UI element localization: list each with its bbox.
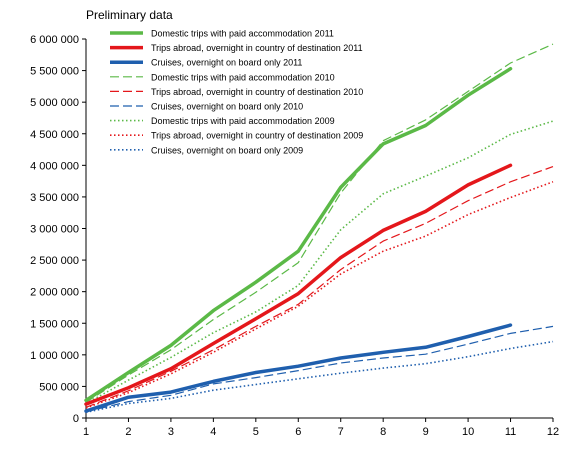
legend-label-1: Domestic trips with paid accommodation 2… (151, 29, 334, 39)
x-tick-label: 11 (505, 426, 516, 438)
y-tick-label: 3 500 000 (30, 192, 79, 204)
legend-label-3: Cruises, overnight on board only 2011 (151, 58, 302, 68)
x-tick-label: 6 (295, 426, 301, 438)
legend-label-4: Domestic trips with paid accommodation 2… (151, 72, 335, 82)
y-tick-label: 5 000 000 (30, 97, 79, 109)
series-line-5 (85, 166, 554, 408)
y-tick-label: 1 000 000 (30, 350, 79, 362)
preliminary-data-note: Preliminary data (86, 8, 173, 22)
legend-label-8: Trips abroad, overnight in country of de… (151, 131, 363, 141)
x-tick-label: 7 (338, 426, 344, 438)
legend-label-2: Trips abroad, overnight in country of de… (151, 43, 363, 53)
x-tick-label: 3 (168, 426, 174, 438)
y-tick-label: 5 500 000 (30, 66, 79, 78)
x-tick-label: 4 (210, 426, 216, 438)
series-line-9 (85, 340, 554, 414)
y-tick-label: 4 000 000 (30, 160, 79, 172)
y-tick-label: 2 000 000 (30, 287, 79, 299)
y-tick-label: 6 000 000 (30, 34, 79, 46)
y-tick-label: 500 000 (39, 381, 79, 393)
x-tick-label: 8 (380, 426, 386, 438)
series-line-1 (84, 66, 513, 403)
y-tick-label: 2 500 000 (30, 255, 79, 267)
y-tick-label: 4 500 000 (30, 129, 79, 141)
series-line-2 (84, 163, 513, 406)
series-line-3 (84, 323, 513, 413)
y-tick-label: 1 500 000 (30, 318, 79, 330)
x-tick-label: 10 (462, 426, 474, 438)
series-line-7 (85, 120, 554, 405)
x-tick-label: 1 (83, 426, 89, 438)
y-tick-label: 3 000 000 (30, 224, 79, 236)
legend-label-6: Cruises, overnight on board only 2010 (151, 102, 303, 112)
x-tick-label: 9 (423, 426, 429, 438)
legend-label-7: Domestic trips with paid accommodation 2… (151, 116, 335, 126)
x-tick-label: 5 (253, 426, 259, 438)
legend-label-5: Trips abroad, overnight in country of de… (151, 87, 363, 97)
x-tick-label: 12 (547, 426, 559, 438)
series-line-6 (85, 325, 554, 413)
legend-label-9: Cruises, overnight on board only 2009 (151, 145, 303, 155)
x-tick-label: 2 (125, 426, 131, 438)
series-line-4 (85, 43, 554, 403)
y-tick-label: 0 (73, 413, 79, 425)
